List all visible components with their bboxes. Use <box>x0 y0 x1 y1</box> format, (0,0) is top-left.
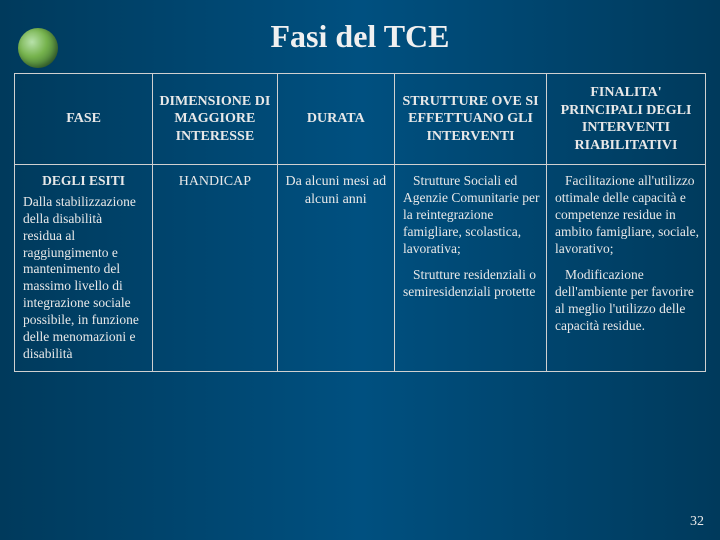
strutture-paragraph-1: Strutture Sociali ed Agenzie Comunitarie… <box>403 173 540 257</box>
fase-description: Dalla stabilizzazione della disabilità r… <box>21 194 146 363</box>
slide-title: Fasi del TCE <box>0 0 720 65</box>
cell-finalita: Facilitazione all'utilizzo ottimale dell… <box>547 165 706 372</box>
header-strutture: STRUTTURE OVE SI EFFETTUANO GLI INTERVEN… <box>395 74 547 165</box>
table-row: DEGLI ESITI Dalla stabilizzazione della … <box>15 165 706 372</box>
header-finalita: FINALITA' PRINCIPALI DEGLI INTERVENTI RI… <box>547 74 706 165</box>
cell-dimensione: HANDICAP <box>153 165 277 372</box>
cell-durata: Da alcuni mesi ad alcuni anni <box>277 165 394 372</box>
header-fase: FASE <box>15 74 153 165</box>
fasi-table: FASE DIMENSIONE DI MAGGIORE INTERESSE DU… <box>14 73 706 372</box>
fase-title: DEGLI ESITI <box>21 173 146 190</box>
finalita-paragraph-2: Modificazione dell'ambiente per favorire… <box>555 267 699 335</box>
slide-bullet-decoration <box>18 28 58 68</box>
header-dimensione: DIMENSIONE DI MAGGIORE INTERESSE <box>153 74 277 165</box>
strutture-paragraph-2: Strutture residenziali o semiresidenzial… <box>403 267 540 301</box>
cell-fase: DEGLI ESITI Dalla stabilizzazione della … <box>15 165 153 372</box>
cell-strutture: Strutture Sociali ed Agenzie Comunitarie… <box>395 165 547 372</box>
table-container: FASE DIMENSIONE DI MAGGIORE INTERESSE DU… <box>14 73 706 372</box>
header-durata: DURATA <box>277 74 394 165</box>
finalita-paragraph-1: Facilitazione all'utilizzo ottimale dell… <box>555 173 699 257</box>
table-header-row: FASE DIMENSIONE DI MAGGIORE INTERESSE DU… <box>15 74 706 165</box>
slide-number: 32 <box>690 514 704 530</box>
